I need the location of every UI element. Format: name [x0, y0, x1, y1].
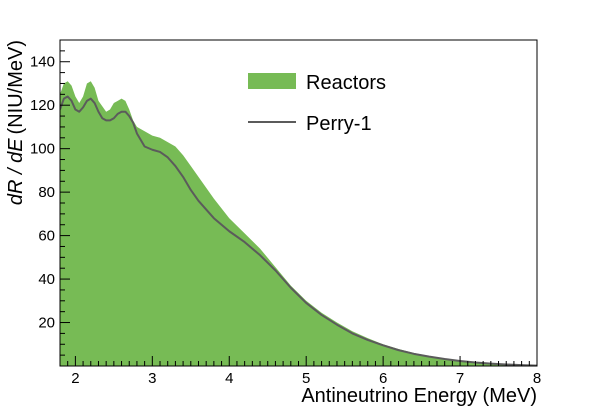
y-tick-label: 100 [30, 141, 55, 158]
y-tick-label: 140 [30, 54, 55, 71]
legend-label-perry-1: Perry-1 [306, 113, 372, 135]
y-tick-label: 60 [38, 228, 55, 245]
plot-area [60, 81, 537, 366]
legend-label-reactors: Reactors [306, 72, 386, 94]
legend: Reactors Perry-1 [248, 72, 386, 135]
y-tick-label: 80 [38, 184, 55, 201]
legend-swatch-reactors [248, 73, 296, 89]
y-tick-label: 120 [30, 97, 55, 114]
area-series-reactors [60, 81, 537, 366]
y-axis-label-units: (NIU/MeV) [5, 40, 27, 134]
y-axis-label: dR / dE (NIU/MeV) [5, 40, 27, 205]
axes: 2 3 4 5 6 7 8 20 40 60 80 100 120 140 [30, 39, 541, 387]
y-tick-label: 40 [38, 271, 55, 288]
x-tick-label: 4 [225, 370, 233, 387]
y-axis-label-symbol: dR / dE [5, 138, 27, 205]
x-tick-label: 2 [71, 370, 79, 387]
x-tick-label: 3 [148, 370, 156, 387]
x-tick-label: 5 [302, 370, 310, 387]
line-series-perry-1 [60, 95, 537, 366]
x-tick-label: 8 [533, 370, 541, 387]
x-tick-label: 6 [379, 370, 387, 387]
x-axis-label: Antineutrino Energy (MeV) [301, 385, 537, 407]
x-tick-label: 7 [456, 370, 464, 387]
y-tick-label: 20 [38, 315, 55, 332]
